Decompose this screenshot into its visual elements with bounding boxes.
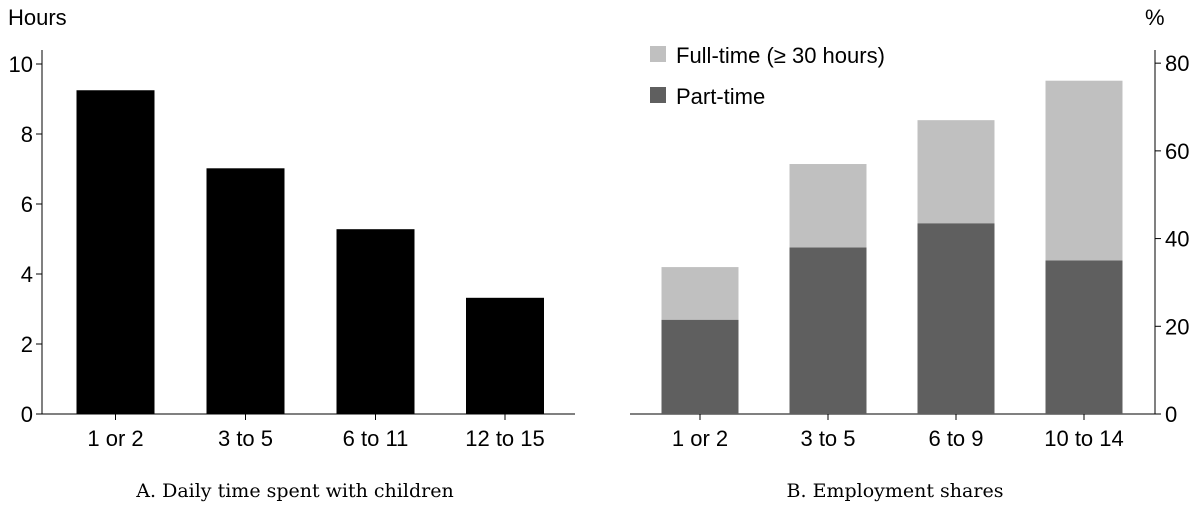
panel-a-ytick-label: 2	[21, 332, 33, 357]
panel-b-xtick-label: 3 to 5	[800, 426, 855, 451]
panel-b-ytick-label: 0	[1165, 402, 1177, 427]
panel-b-caption: B. Employment shares	[787, 480, 1004, 502]
panel-b-ylabel: %	[1145, 5, 1165, 30]
panel-b-bar-part-time	[1045, 260, 1123, 414]
panel-a-bars	[76, 90, 544, 414]
panel-b-bar-part-time	[789, 247, 867, 414]
panel-a: Hours 0 2 4 6 8 10 1 or 2 3 to 5 6 to 11 12 to 1…	[8, 5, 575, 502]
panel-b-xtick-label: 6 to 9	[928, 426, 983, 451]
legend-label-full-time: Full-time (≥ 30 hours)	[676, 43, 885, 68]
panel-a-ytick-label: 4	[21, 262, 33, 287]
panel-b: % 0 20 40 60 80 1 or 2 3 to 5 6 to 9 10 to 14 F…	[630, 5, 1189, 502]
panel-a-bar	[76, 90, 155, 414]
panel-a-ytick-label: 6	[21, 192, 33, 217]
panel-b-bar-full-time	[661, 267, 739, 320]
panel-b-bar-part-time	[917, 223, 995, 414]
panel-b-ytick-label: 20	[1165, 314, 1189, 339]
panel-b-bar-full-time	[1045, 80, 1123, 261]
panel-a-bar	[206, 168, 285, 414]
panel-b-ytick-label: 80	[1165, 51, 1189, 76]
panel-b-ytick-label: 40	[1165, 227, 1189, 252]
legend-swatch-full-time	[650, 46, 666, 62]
legend-swatch-part-time	[650, 87, 666, 103]
panel-a-ytick-label: 8	[21, 122, 33, 147]
panel-b-xtick-label: 1 or 2	[672, 426, 728, 451]
panel-a-ytick-label: 0	[21, 402, 33, 427]
panel-a-ylabel: Hours	[8, 5, 67, 30]
panel-b-xlabels: 1 or 2 3 to 5 6 to 9 10 to 14	[672, 414, 1124, 451]
panel-a-bar	[466, 297, 544, 414]
panel-a-caption: A. Daily time spent with children	[135, 480, 453, 502]
panel-a-ytick-label: 10	[9, 52, 33, 77]
panel-b-bar-part-time	[661, 319, 739, 414]
panel-b-legend: Full-time (≥ 30 hours) Part-time	[650, 43, 885, 109]
panel-b-bars	[661, 80, 1123, 414]
panel-a-bar	[336, 229, 415, 414]
panel-b-bar-full-time	[917, 120, 995, 224]
legend-label-part-time: Part-time	[676, 84, 765, 109]
panel-a-yticks: 0 2 4 6 8 10	[9, 52, 42, 427]
panel-b-xtick-label: 10 to 14	[1044, 426, 1124, 451]
panel-a-xtick-label: 3 to 5	[218, 426, 273, 451]
panel-a-xtick-label: 1 or 2	[87, 426, 143, 451]
panel-a-xtick-label: 12 to 15	[465, 426, 545, 451]
panel-a-xtick-label: 6 to 11	[343, 426, 409, 451]
panel-b-ytick-label: 60	[1165, 139, 1189, 164]
panel-b-yticks: 0 20 40 60 80	[1155, 51, 1189, 427]
panel-a-xlabels: 1 or 2 3 to 5 6 to 11 12 to 15	[87, 414, 545, 451]
panel-b-bar-full-time	[789, 164, 867, 248]
